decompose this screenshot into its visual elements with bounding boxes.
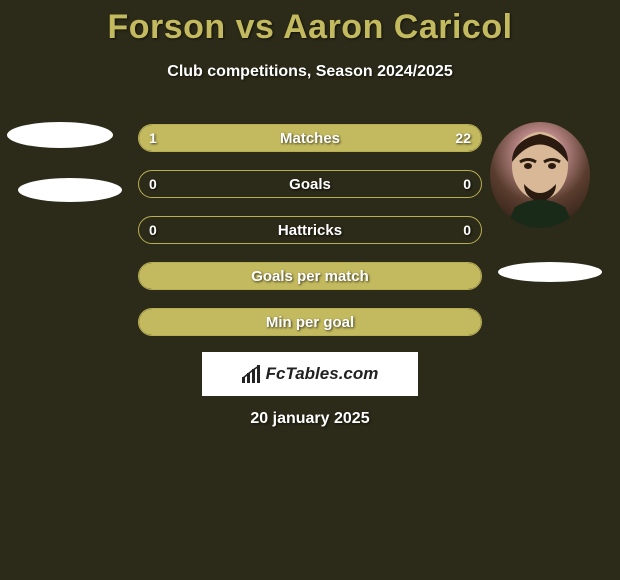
watermark: FcTables.com: [202, 352, 418, 396]
stat-label: Goals per match: [139, 263, 481, 289]
player-left-avatar-placeholder-2: [18, 178, 122, 202]
player-left-avatar-placeholder-1: [7, 122, 113, 148]
stat-row: 00Goals: [138, 170, 482, 198]
stats-container: 122Matches 00Goals 00Hattricks Goals per ma…: [138, 124, 482, 354]
page-subtitle: Club competitions, Season 2024/2025: [0, 63, 620, 81]
player-right-avatar-placeholder-2: [498, 262, 602, 282]
watermark-chart-icon: [242, 365, 262, 383]
page-title: Forson vs Aaron Caricol: [0, 0, 620, 47]
stat-label: Matches: [139, 125, 481, 151]
stat-row: Goals per match: [138, 262, 482, 290]
stat-row: 00Hattricks: [138, 216, 482, 244]
stat-row: Min per goal: [138, 308, 482, 336]
stat-row: 122Matches: [138, 124, 482, 152]
player-right-avatar: [490, 122, 590, 228]
stat-label: Hattricks: [139, 217, 481, 243]
stat-label: Min per goal: [139, 309, 481, 335]
date-label: 20 january 2025: [0, 410, 620, 428]
watermark-text: FcTables.com: [266, 364, 379, 384]
stat-label: Goals: [139, 171, 481, 197]
avatar-face-icon: [490, 122, 590, 228]
